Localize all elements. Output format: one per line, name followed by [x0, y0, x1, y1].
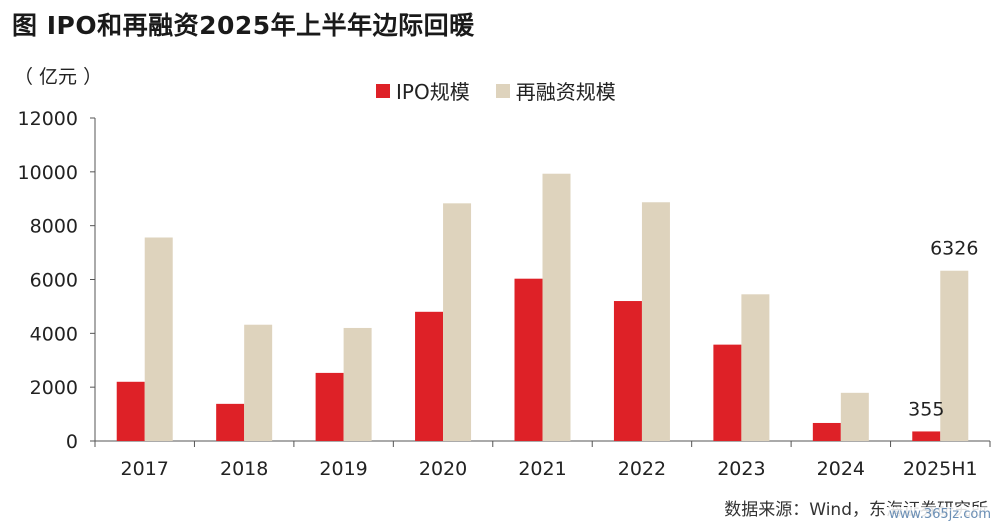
bar-ipo-2019	[315, 372, 344, 441]
y-tick-label: 8000	[30, 216, 78, 238]
legend-label-ipo: IPO规模	[396, 80, 470, 104]
bar-ipo-2025H1	[912, 431, 941, 441]
y-tick-label: 6000	[30, 270, 78, 292]
legend-item-refinance: 再融资规模	[495, 76, 616, 105]
bar-refinance-2024	[840, 392, 869, 441]
x-tick-label: 2019	[319, 458, 367, 480]
y-tick-label: 4000	[30, 323, 78, 345]
watermark: www.365jz.com	[886, 507, 994, 522]
y-tick-label: 12000	[18, 108, 78, 130]
x-tick-label: 2024	[817, 458, 865, 480]
data-label-refinance: 6326	[930, 238, 978, 260]
x-tick-label: 2025H1	[903, 458, 978, 480]
bar-refinance-2017	[144, 237, 173, 441]
bar-refinance-2019	[343, 327, 372, 441]
bar-ipo-2017	[116, 381, 145, 441]
y-tick-label: 0	[66, 431, 78, 453]
bar-refinance-2021	[542, 173, 571, 441]
x-tick-label: 2022	[618, 458, 666, 480]
x-tick-label: 2021	[518, 458, 566, 480]
bar-refinance-2023	[741, 294, 770, 441]
bar-ipo-2018	[216, 403, 245, 441]
chart-title: 图 IPO和再融资2025年上半年边际回暖	[12, 11, 475, 40]
x-tick-label: 2018	[220, 458, 268, 480]
bar-refinance-2018	[244, 324, 273, 441]
bar-refinance-2022	[641, 202, 670, 441]
legend-item-ipo: IPO规模	[376, 76, 470, 105]
legend-swatch-refinance	[495, 83, 510, 98]
bar-refinance-2025H1	[940, 270, 969, 441]
bar-ipo-2021	[514, 278, 543, 441]
unit-label: （ 亿元 ）	[14, 66, 103, 88]
data-label-ipo: 355	[908, 398, 944, 420]
x-tick-label: 2023	[717, 458, 765, 480]
bar-ipo-2023	[713, 344, 742, 441]
y-tick-label: 10000	[18, 162, 78, 184]
y-tick-label: 2000	[30, 377, 78, 399]
x-tick-label: 2020	[419, 458, 467, 480]
legend-label-refinance: 再融资规模	[515, 80, 616, 104]
bar-ipo-2020	[415, 311, 444, 441]
x-tick-label: 2017	[121, 458, 169, 480]
bar-ipo-2024	[812, 422, 841, 441]
bar-ipo-2022	[613, 301, 642, 441]
bar-refinance-2020	[443, 203, 472, 441]
legend: IPO规模 再融资规模	[376, 76, 642, 105]
legend-swatch-ipo	[376, 83, 390, 98]
